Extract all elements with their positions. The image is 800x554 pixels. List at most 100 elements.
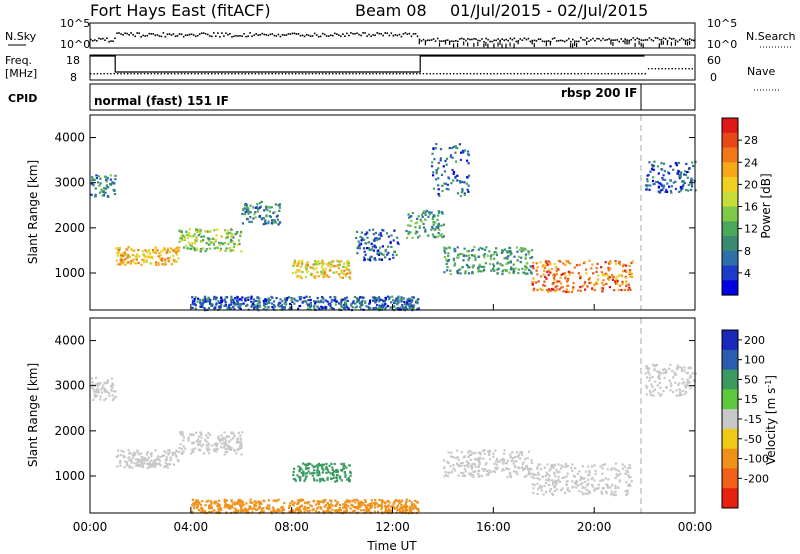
echo-cell (548, 479, 551, 482)
echo-cell (411, 506, 414, 509)
echo-cell (345, 262, 348, 265)
nsky-point (527, 37, 530, 40)
echo-cell (410, 215, 413, 218)
nsky-point (477, 39, 479, 42)
echo-cell (272, 211, 275, 214)
echo-cell (581, 285, 584, 288)
echo-cell (91, 387, 94, 390)
nsky-point (100, 38, 102, 40)
echo-cell (194, 304, 197, 307)
echo-cell (605, 483, 608, 486)
echo-cell (185, 230, 188, 233)
echo-cell (270, 302, 274, 305)
echo-cell (405, 505, 408, 509)
echo-cell (188, 228, 191, 231)
echo-cell (214, 298, 217, 301)
echo-cell (432, 171, 435, 174)
echo-cell (134, 452, 137, 455)
echo-cell (287, 296, 290, 299)
echo-cell (367, 306, 370, 309)
nsky-point (656, 37, 659, 39)
echo-cell (351, 510, 355, 513)
echo-cell (288, 308, 291, 311)
echo-cell (409, 302, 412, 305)
echo-cell (225, 296, 229, 299)
echo-cell (448, 246, 451, 249)
echo-cell (117, 454, 120, 457)
echo-cell (174, 251, 177, 254)
echo-cell (215, 246, 218, 249)
echo-cell (233, 302, 236, 305)
echo-cell (106, 379, 109, 382)
echo-cell (224, 249, 227, 252)
echo-cell (628, 286, 631, 289)
echo-cell (190, 452, 193, 455)
echo-cell (225, 505, 228, 508)
echo-cell (95, 394, 98, 397)
echo-cell (648, 188, 651, 191)
echo-cell (140, 452, 143, 455)
echo-cell (210, 506, 213, 510)
echo-cell (199, 503, 202, 506)
echo-cell (459, 272, 462, 275)
nsky-point (291, 32, 294, 35)
echo-cell (417, 215, 420, 218)
echo-cell (370, 499, 373, 502)
echo-cell (194, 502, 197, 505)
echo-cell (614, 490, 617, 493)
colorbar-swatch (722, 389, 738, 410)
echo-cell (437, 177, 440, 180)
echo-cell (431, 152, 434, 155)
echo-cell (156, 462, 159, 466)
echo-cell (278, 203, 282, 206)
echo-cell (468, 256, 471, 260)
echo-cell (111, 398, 114, 402)
echo-cell (175, 260, 178, 263)
echo-cell (359, 305, 362, 308)
nave-point (490, 73, 492, 75)
nave-point (261, 73, 263, 75)
echo-cell (352, 301, 355, 304)
echo-cell (678, 382, 681, 385)
y-tick-label: 2000 (54, 221, 85, 235)
echo-cell (560, 273, 563, 276)
echo-cell (421, 213, 424, 216)
echo-cell (137, 453, 140, 456)
echo-cell (443, 182, 446, 185)
echo-cell (308, 295, 311, 299)
echo-cell (522, 249, 525, 252)
nave-point (116, 73, 119, 75)
echo-cell (363, 238, 366, 242)
echo-cell (141, 462, 144, 465)
nave-point (483, 73, 485, 75)
echo-cell (600, 490, 603, 493)
echo-cell (103, 187, 106, 190)
echo-cell (467, 265, 470, 268)
echo-cell (347, 264, 350, 267)
nave-point (533, 73, 536, 75)
echo-cell (238, 440, 241, 443)
echo-cell (689, 366, 692, 370)
echo-cell (677, 161, 680, 164)
echo-cell (203, 230, 207, 233)
echo-cell (651, 179, 655, 183)
echo-cell (437, 214, 440, 217)
nave-point (513, 73, 515, 75)
echo-cell (95, 388, 99, 391)
echo-cell (509, 261, 512, 264)
echo-cell (111, 383, 115, 387)
echo-cell (573, 475, 576, 478)
nave-point (463, 73, 465, 75)
echo-cell (307, 507, 310, 510)
nsky-point (368, 33, 370, 36)
echo-cell (414, 301, 418, 304)
echo-cell (572, 286, 575, 289)
echo-cell (660, 184, 663, 187)
echo-cell (126, 261, 129, 264)
echo-cell (649, 376, 652, 379)
echo-cell (200, 508, 203, 511)
echo-cell (289, 306, 292, 309)
echo-cell (357, 240, 360, 243)
echo-cell (224, 447, 227, 450)
echo-cell (258, 502, 261, 505)
